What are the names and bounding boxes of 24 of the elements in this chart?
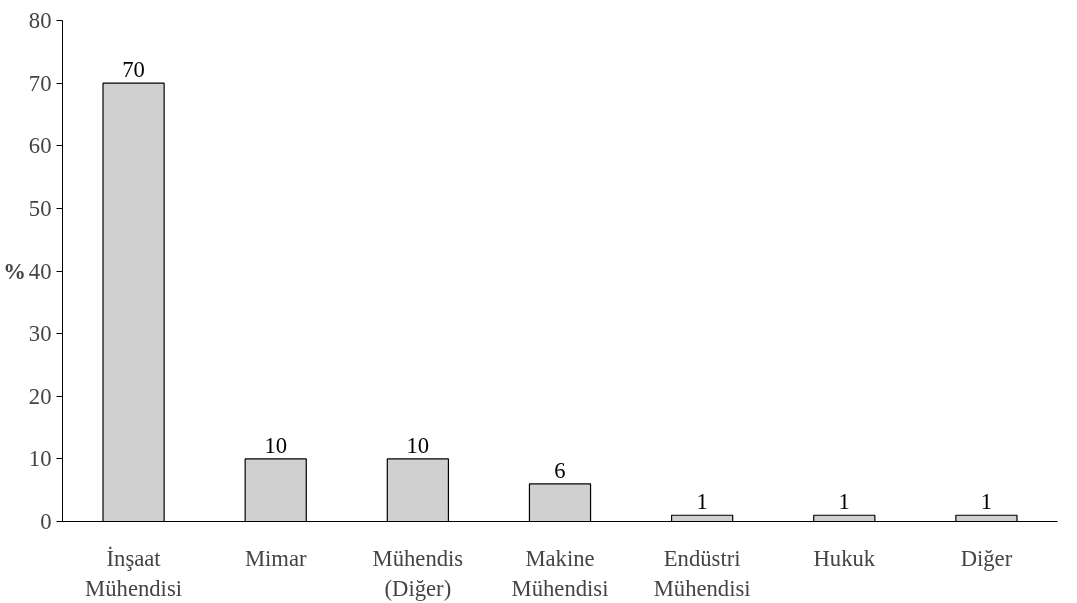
y-tick-label: 70 <box>28 70 52 96</box>
y-axis-title: % <box>3 258 26 284</box>
data-label: 6 <box>554 457 566 483</box>
data-label: 10 <box>264 432 288 458</box>
x-tick-label: Diğer <box>960 545 1013 571</box>
y-tick-label: 50 <box>28 195 52 221</box>
y-tick-label: 60 <box>28 133 52 159</box>
data-label: 70 <box>122 57 145 83</box>
y-tick-label: 10 <box>28 446 52 472</box>
y-tick-label: 40 <box>28 258 52 284</box>
y-tick-label: 0 <box>40 509 52 534</box>
data-label: 1 <box>696 489 708 515</box>
x-tick-label: Mimar <box>244 545 307 571</box>
x-tick-label: Endüstri Mühendisi <box>653 545 751 601</box>
y-tick-label: 20 <box>28 383 52 409</box>
x-tick-label: İnşaat Mühendisi <box>85 545 183 601</box>
data-label: 10 <box>406 432 430 458</box>
x-tick-label: Hukuk <box>813 545 876 571</box>
y-tick-label: 80 <box>28 8 52 33</box>
x-tick-label: Mühendis (Diğer) <box>372 545 464 601</box>
data-label: 1 <box>980 489 993 515</box>
data-label: 1 <box>838 489 850 515</box>
x-tick-label: Makine Mühendisi <box>511 545 609 601</box>
y-tick-label: 30 <box>28 321 52 347</box>
